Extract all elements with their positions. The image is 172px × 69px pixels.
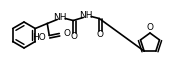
Text: HO: HO: [32, 33, 46, 42]
Text: NH: NH: [53, 13, 67, 22]
Text: O: O: [63, 30, 70, 39]
Text: O: O: [71, 32, 78, 41]
Text: O: O: [97, 30, 104, 39]
Text: NH: NH: [79, 11, 93, 20]
Text: O: O: [147, 22, 153, 32]
